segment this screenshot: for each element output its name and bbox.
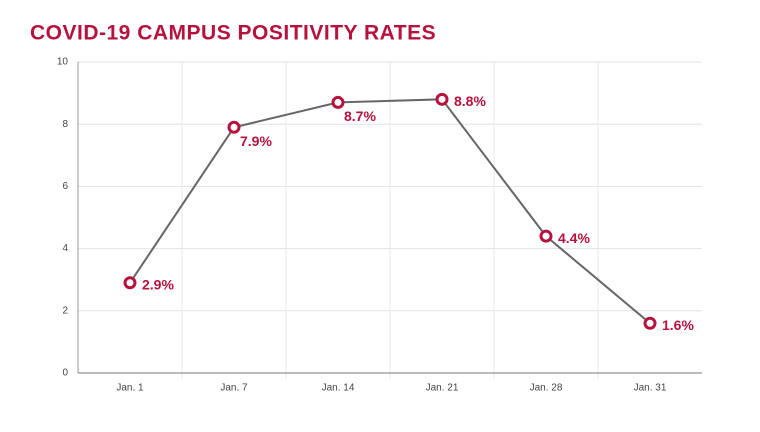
y-tick-label: 8 — [62, 119, 68, 130]
y-tick-label: 2 — [62, 305, 68, 316]
value-label: 4.4% — [558, 230, 590, 246]
x-tick-label: Jan. 1 — [116, 383, 144, 394]
value-label: 8.8% — [454, 93, 486, 109]
y-tick-label: 0 — [62, 368, 68, 379]
line — [129, 98, 651, 325]
marker — [539, 229, 553, 243]
marker — [123, 276, 137, 290]
x-tick-label: Jan. 21 — [426, 383, 459, 394]
value-label: 8.7% — [344, 108, 376, 124]
marker — [435, 92, 449, 106]
x-tick-label: Jan. 14 — [322, 383, 355, 394]
marker — [331, 95, 345, 109]
marker — [643, 316, 657, 330]
marker — [227, 120, 241, 134]
x-tick-label: Jan. 7 — [220, 383, 248, 394]
value-label: 7.9% — [240, 133, 272, 149]
y-tick-label: 6 — [62, 181, 68, 192]
value-label: 1.6% — [662, 317, 694, 333]
y-tick-label: 4 — [62, 243, 68, 254]
x-tick-label: Jan. 31 — [634, 383, 667, 394]
value-label: 2.9% — [142, 277, 174, 293]
chart-title: COVID-19 CAMPUS POSITIVITY RATES — [30, 22, 436, 45]
y-tick-label: 10 — [57, 57, 69, 68]
x-tick-label: Jan. 28 — [530, 383, 563, 394]
